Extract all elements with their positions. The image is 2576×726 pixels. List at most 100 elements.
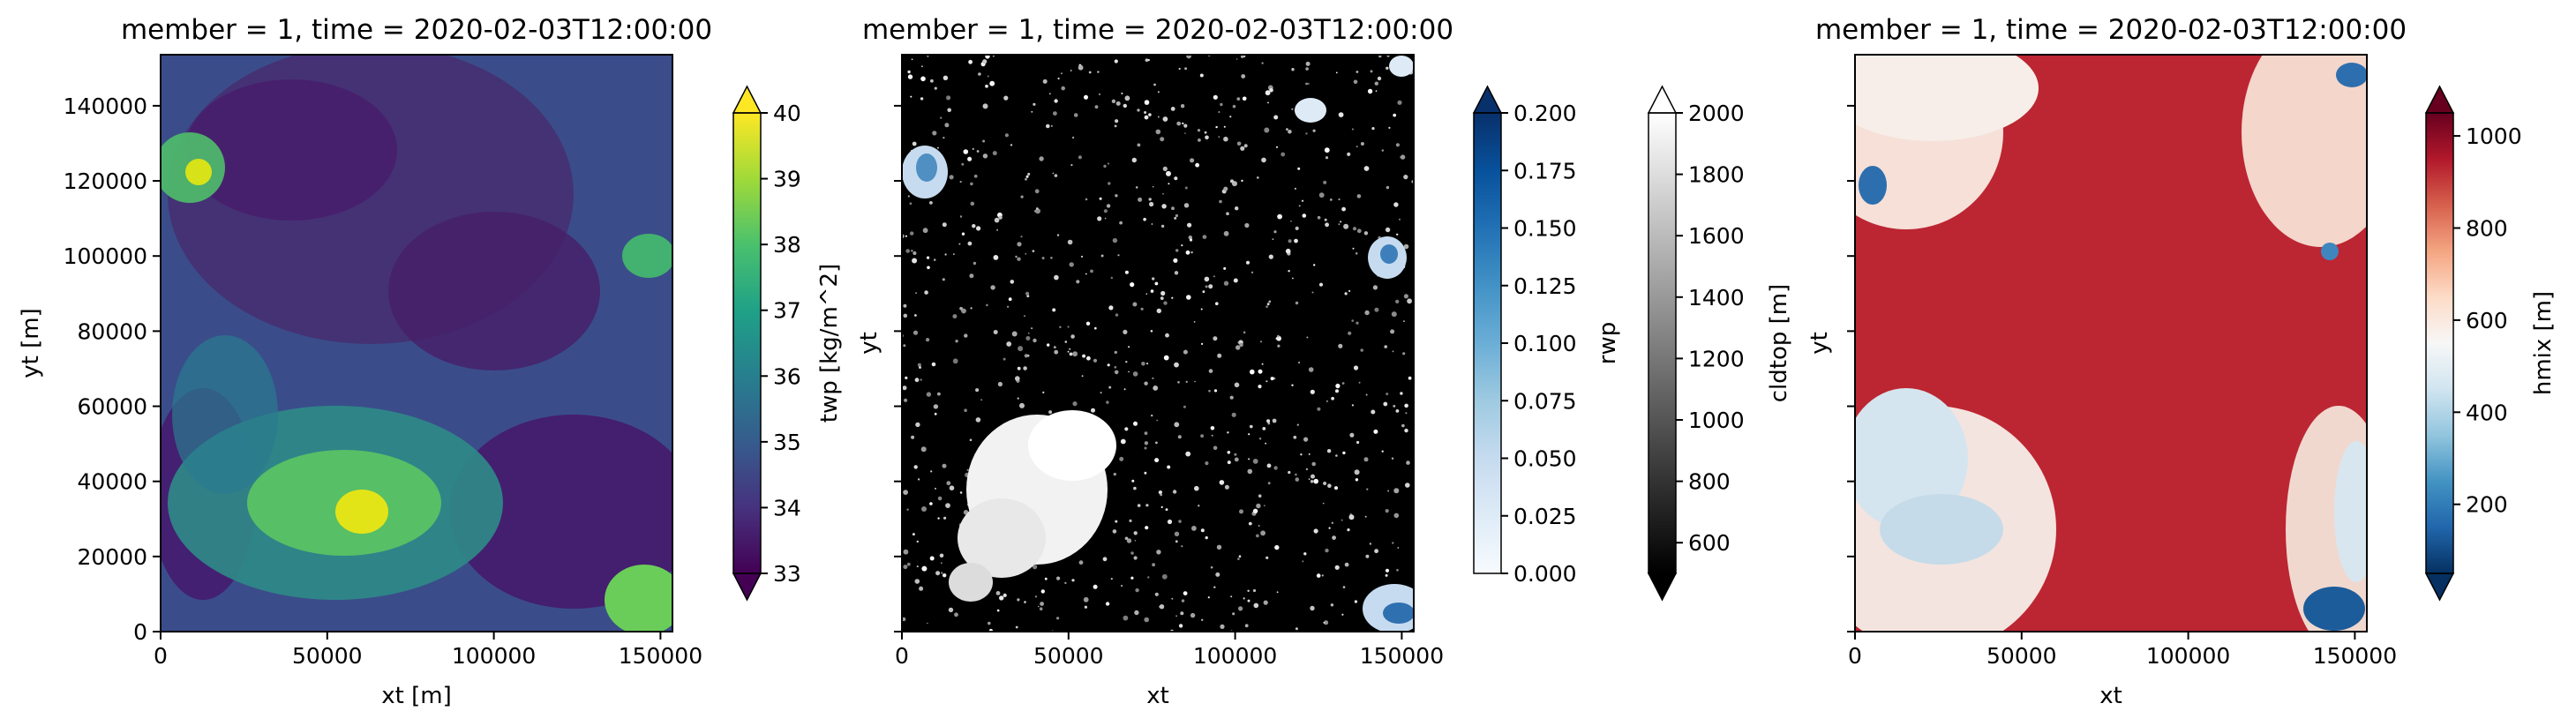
cloud-speckle — [1308, 478, 1311, 480]
cloud-speckle — [940, 116, 943, 119]
cloud-speckle — [1025, 336, 1031, 341]
cloud-speckle — [1295, 627, 1298, 631]
cloud-speckle — [1114, 124, 1117, 128]
cloud-speckle — [1274, 544, 1280, 550]
cloud-speckle — [905, 235, 907, 237]
cloud-speckle — [1006, 341, 1012, 347]
cloud-speckle — [1294, 238, 1298, 243]
cloud-speckle — [1093, 358, 1098, 363]
cloud-speckle — [1384, 345, 1387, 348]
cloud-speckle — [1223, 281, 1229, 286]
cloud-speckle — [1154, 281, 1159, 286]
cloud-speckle — [1247, 599, 1250, 603]
cloud-speckle — [917, 363, 921, 367]
x-tick-label: 0 — [895, 643, 909, 669]
cloud-speckle — [1103, 209, 1108, 213]
cloud-speckle — [942, 222, 947, 228]
cloud-speckle — [1243, 597, 1245, 600]
cloud-speckle — [904, 398, 908, 402]
cloud-speckle — [1073, 113, 1078, 117]
cloud-speckle — [1323, 482, 1327, 485]
x-tick-label: 150000 — [2313, 643, 2397, 669]
cloud-speckle — [1258, 385, 1262, 389]
colorbar-gradient — [733, 113, 761, 573]
cloud-speckle — [1332, 535, 1336, 540]
cloud-speckle — [1114, 366, 1117, 369]
rwp-colorbar: 0.000 0.025 0.050 0.075 0.100 0.125 0.150 0.175… — [1472, 85, 1577, 587]
cloud-speckle — [999, 595, 1004, 601]
cloud-speckle — [982, 59, 988, 64]
cloud-speckle — [909, 202, 912, 206]
cloud-speckle — [1291, 68, 1295, 71]
cloud-speckle — [1312, 129, 1316, 132]
cloud-speckle — [1353, 79, 1358, 85]
cloud-speckle — [1213, 586, 1216, 588]
cloud-speckle — [959, 491, 963, 494]
cloud-speckle — [1160, 290, 1166, 296]
cloud-speckle — [1291, 384, 1294, 386]
cloud-speckle — [1031, 110, 1033, 113]
cloud-speckle — [1184, 132, 1186, 134]
x-tick-label: 100000 — [1193, 643, 1277, 669]
cloud-speckle — [1275, 146, 1279, 148]
cloud-speckle — [1061, 86, 1065, 91]
cloud-speckle — [1133, 486, 1137, 490]
cloud-speckle — [1213, 389, 1218, 393]
cloud-speckle — [1256, 503, 1261, 509]
cloud-speckle — [1088, 71, 1092, 74]
colorbar-tick-label: 400 — [2466, 400, 2508, 425]
cloud-speckle — [1294, 187, 1296, 190]
cloud-speckle — [1144, 100, 1150, 105]
cloud-speckle — [1133, 556, 1138, 560]
cloud-speckle — [1083, 596, 1089, 603]
cloud-speckle — [1067, 350, 1070, 353]
cloud-cluster — [1389, 56, 1414, 77]
cloud-speckle — [1067, 326, 1070, 328]
cloud-speckle — [1317, 215, 1321, 220]
cloud-speckle — [1344, 562, 1349, 567]
cloud-speckle — [1186, 295, 1191, 300]
cloud-speckle — [916, 540, 920, 543]
cloud-speckle — [1223, 266, 1227, 270]
cloud-speckle — [1341, 206, 1346, 212]
twp-moist-patch — [605, 565, 672, 632]
cloud-speckle — [1338, 343, 1343, 348]
cloud-speckle — [1108, 182, 1111, 185]
cloud-speckle — [1367, 88, 1373, 94]
cloud-speckle — [1223, 186, 1228, 191]
cloud-speckle — [1303, 437, 1309, 442]
cloud-speckle — [1352, 227, 1357, 231]
cloud-speckle — [1114, 370, 1119, 375]
cloud-speckle — [1305, 468, 1309, 471]
cloud-speckle — [1115, 101, 1121, 106]
cloud-speckle — [1235, 58, 1238, 60]
cloud-speckle — [1371, 127, 1375, 131]
cloud-speckle — [1020, 236, 1023, 238]
cloud-speckle — [1373, 429, 1378, 434]
cloud-speckle — [1091, 408, 1095, 413]
cloud-speckle — [1385, 227, 1391, 233]
colorbar-extend-max — [1647, 85, 1678, 114]
cloud-speckle — [1248, 433, 1250, 436]
cloud-speckle — [1399, 218, 1401, 221]
cloud-speckle — [1115, 194, 1118, 198]
colorbar-tick-label: 1000 — [2466, 123, 2522, 149]
cloud-speckle — [1343, 223, 1349, 229]
cloud-speckle — [1034, 595, 1038, 598]
hmix-shallow-patch — [2242, 55, 2367, 247]
cloud-speckle — [1189, 238, 1193, 242]
twp-y-label: yt [m] — [18, 308, 44, 378]
cloud-speckle — [1027, 172, 1031, 176]
cloud-speckle — [1006, 305, 1010, 308]
cloud-speckle — [1143, 217, 1146, 221]
cloud-speckle — [1156, 308, 1162, 314]
cloud-speckle — [1042, 391, 1045, 393]
cloud-speckle — [935, 571, 941, 576]
y-tick-label: 100000 — [64, 243, 147, 269]
cloud-speckle — [953, 253, 955, 255]
cloud-speckle — [1053, 111, 1057, 116]
twp-dry-patch — [388, 212, 600, 370]
cloud-speckle — [1145, 58, 1149, 62]
cloud-speckle — [1215, 302, 1219, 306]
